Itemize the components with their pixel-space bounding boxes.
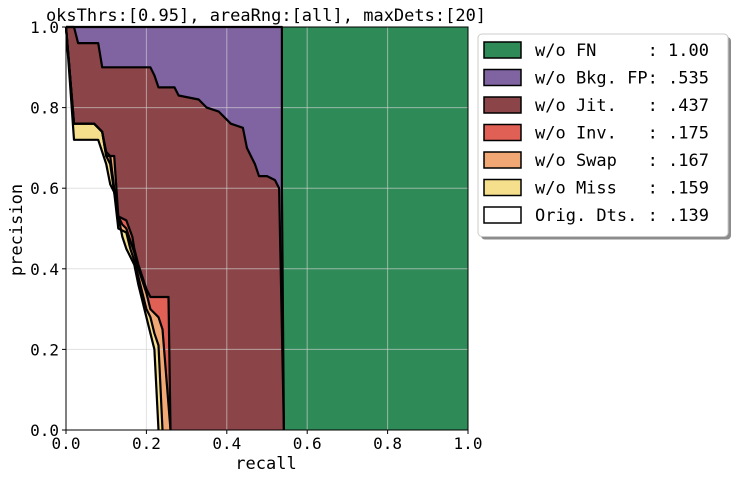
- legend-label: w/o Jit. : .437: [535, 96, 709, 116]
- y-tick-label: 0.0: [30, 421, 59, 440]
- legend-label: Orig. Dts. : .139: [535, 206, 709, 226]
- y-tick-label: 0.4: [30, 260, 59, 279]
- y-axis-ticks: 0.0 0.2 0.4 0.6 0.8 1.0: [30, 18, 66, 440]
- legend-swatch: [483, 96, 522, 114]
- x-tick-label: 0.6: [293, 434, 322, 453]
- legend-label: w/o Swap : .167: [535, 151, 709, 171]
- series-area-6: [66, 27, 159, 430]
- y-tick-label: 0.6: [30, 179, 59, 198]
- chart-title: oksThrs:[0.95], areaRng:[all], maxDets:[…: [46, 6, 486, 26]
- x-tick-label: 0.8: [373, 434, 402, 453]
- legend-swatch: [483, 123, 522, 142]
- legend: w/o FN : 1.00 w/o Bkg. FP: .535 w/o Jit. :…: [477, 33, 731, 240]
- y-tick-label: 0.8: [30, 99, 59, 118]
- x-tick-label: 0.4: [212, 434, 241, 453]
- y-tick-label: 1.0: [30, 18, 59, 37]
- y-axis-label: precision: [7, 184, 27, 276]
- x-axis-ticks: 0.0 0.2 0.4 0.6 0.8 1.0: [52, 430, 483, 453]
- x-tick-label: 1.0: [454, 434, 483, 453]
- series-line-2: [66, 25, 285, 431]
- legend-swatch: [483, 206, 522, 224]
- plot-frame: [65, 26, 469, 431]
- x-axis-label: recall: [235, 454, 296, 474]
- legend-label: w/o Inv. : .175: [535, 124, 709, 144]
- legend-swatch: [483, 151, 522, 169]
- y-tick-label: 0.2: [30, 340, 59, 359]
- legend-swatch: [483, 68, 522, 87]
- series-outlines: [64, 25, 285, 431]
- legend-swatch: [483, 178, 522, 197]
- legend-box: [477, 33, 729, 237]
- legend-label: w/o FN : 1.00: [535, 41, 709, 61]
- legend-label: w/o Miss : .159: [535, 179, 709, 199]
- x-tick-label: 0.0: [52, 434, 81, 453]
- legend-label: w/o Bkg. FP: .535: [535, 69, 709, 89]
- series-line-5: [64, 26, 164, 431]
- legend-swatch: [483, 41, 522, 59]
- series-line-6: [64, 26, 160, 431]
- x-tick-label: 0.2: [132, 434, 161, 453]
